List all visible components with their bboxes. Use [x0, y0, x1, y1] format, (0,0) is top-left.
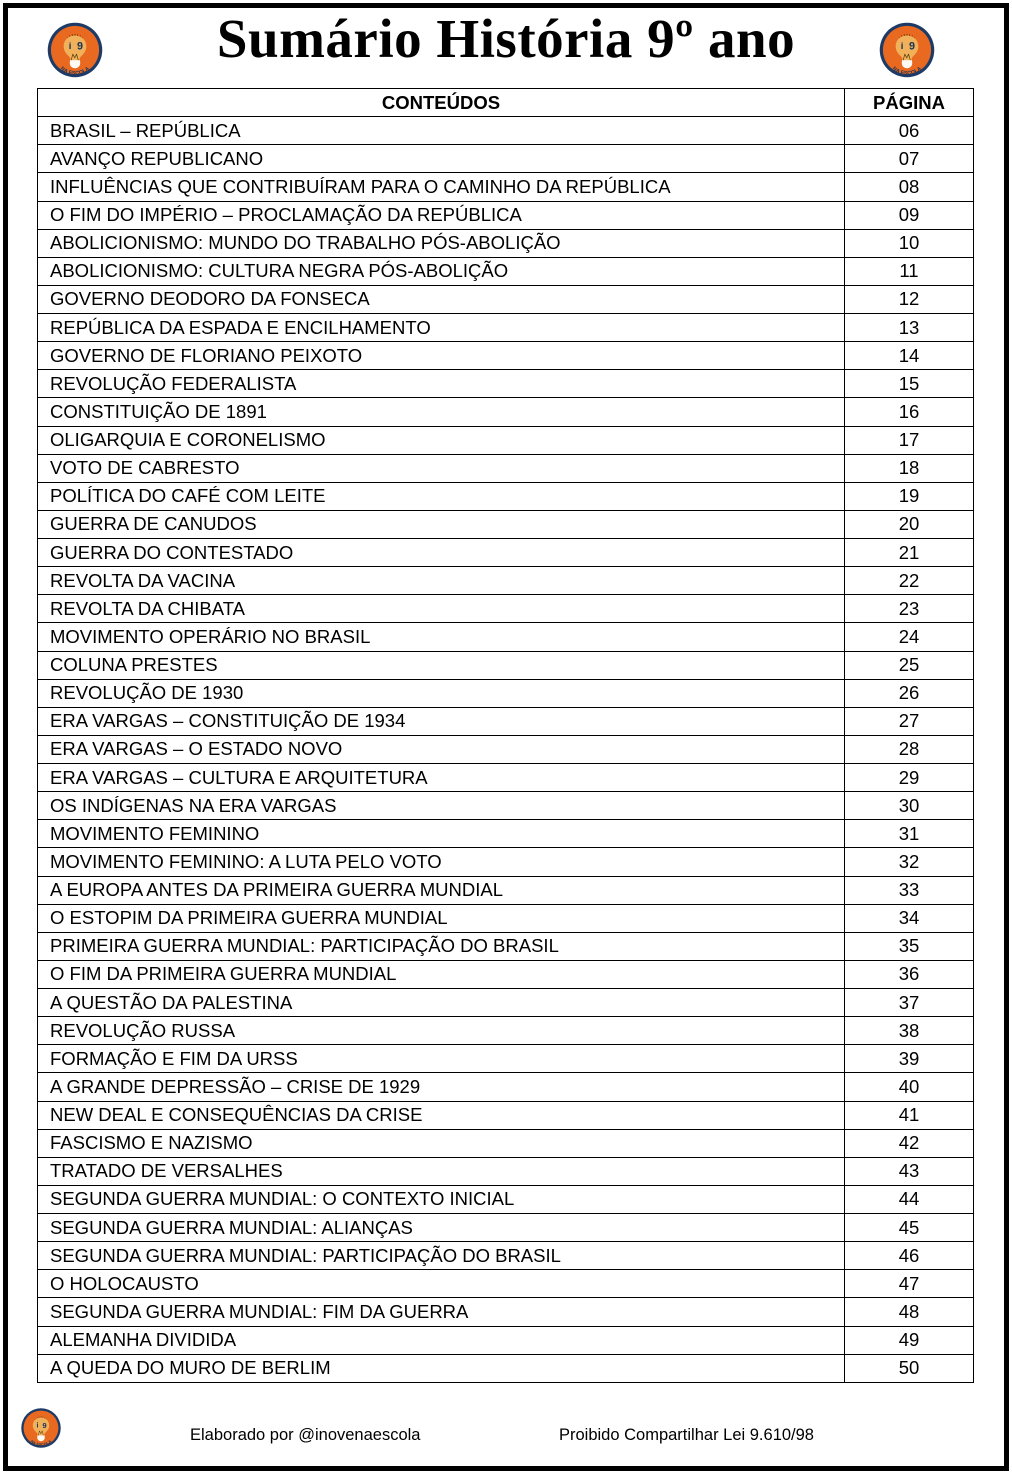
svg-text:9: 9 — [909, 41, 915, 53]
svg-text:9: 9 — [42, 1421, 47, 1430]
svg-text:i: i — [69, 41, 72, 52]
svg-text:i: i — [901, 41, 904, 52]
svg-text:9: 9 — [77, 41, 83, 53]
svg-text:i: i — [36, 1422, 38, 1429]
